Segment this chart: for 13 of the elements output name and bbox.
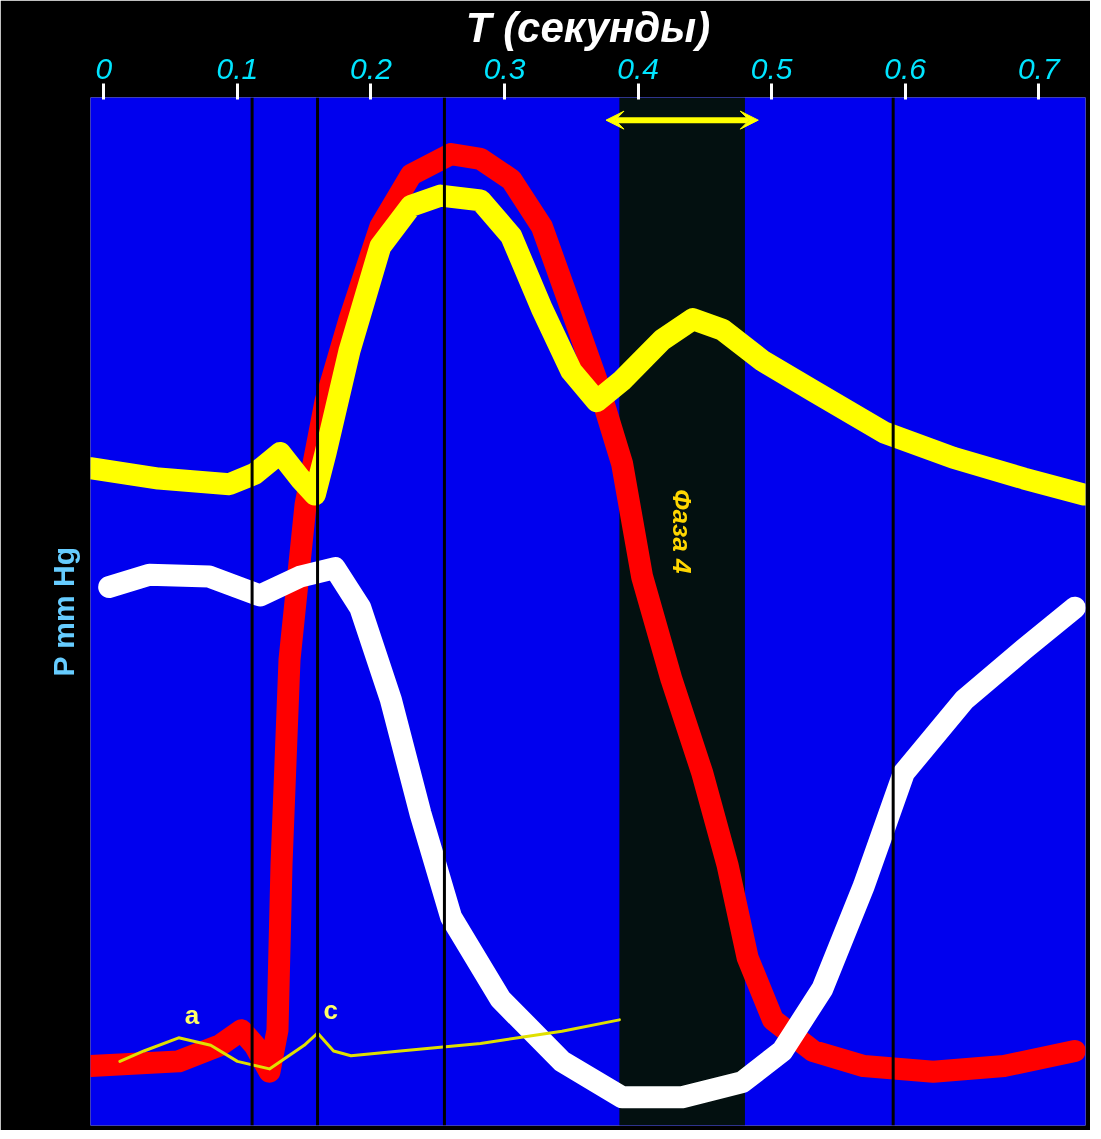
band-label: Фаза 4 (667, 489, 698, 574)
x-tick-label: 0 (95, 51, 113, 85)
x-tick-label: 0.4 (617, 51, 659, 85)
x-tick-label: 0.3 (483, 51, 526, 85)
x-tick-label: 0.6 (884, 51, 927, 85)
y-axis-title: P mm Hg (46, 547, 80, 677)
x-tick-label: 0.7 (1017, 51, 1061, 85)
x-tick-label: 0.1 (216, 51, 259, 85)
annotation: c (323, 995, 339, 1026)
x-axis-title: T (секунды) (465, 3, 711, 51)
x-tick-label: 0.2 (350, 51, 393, 85)
x-tick-label: 0.5 (750, 51, 793, 85)
annotation: a (184, 999, 200, 1030)
